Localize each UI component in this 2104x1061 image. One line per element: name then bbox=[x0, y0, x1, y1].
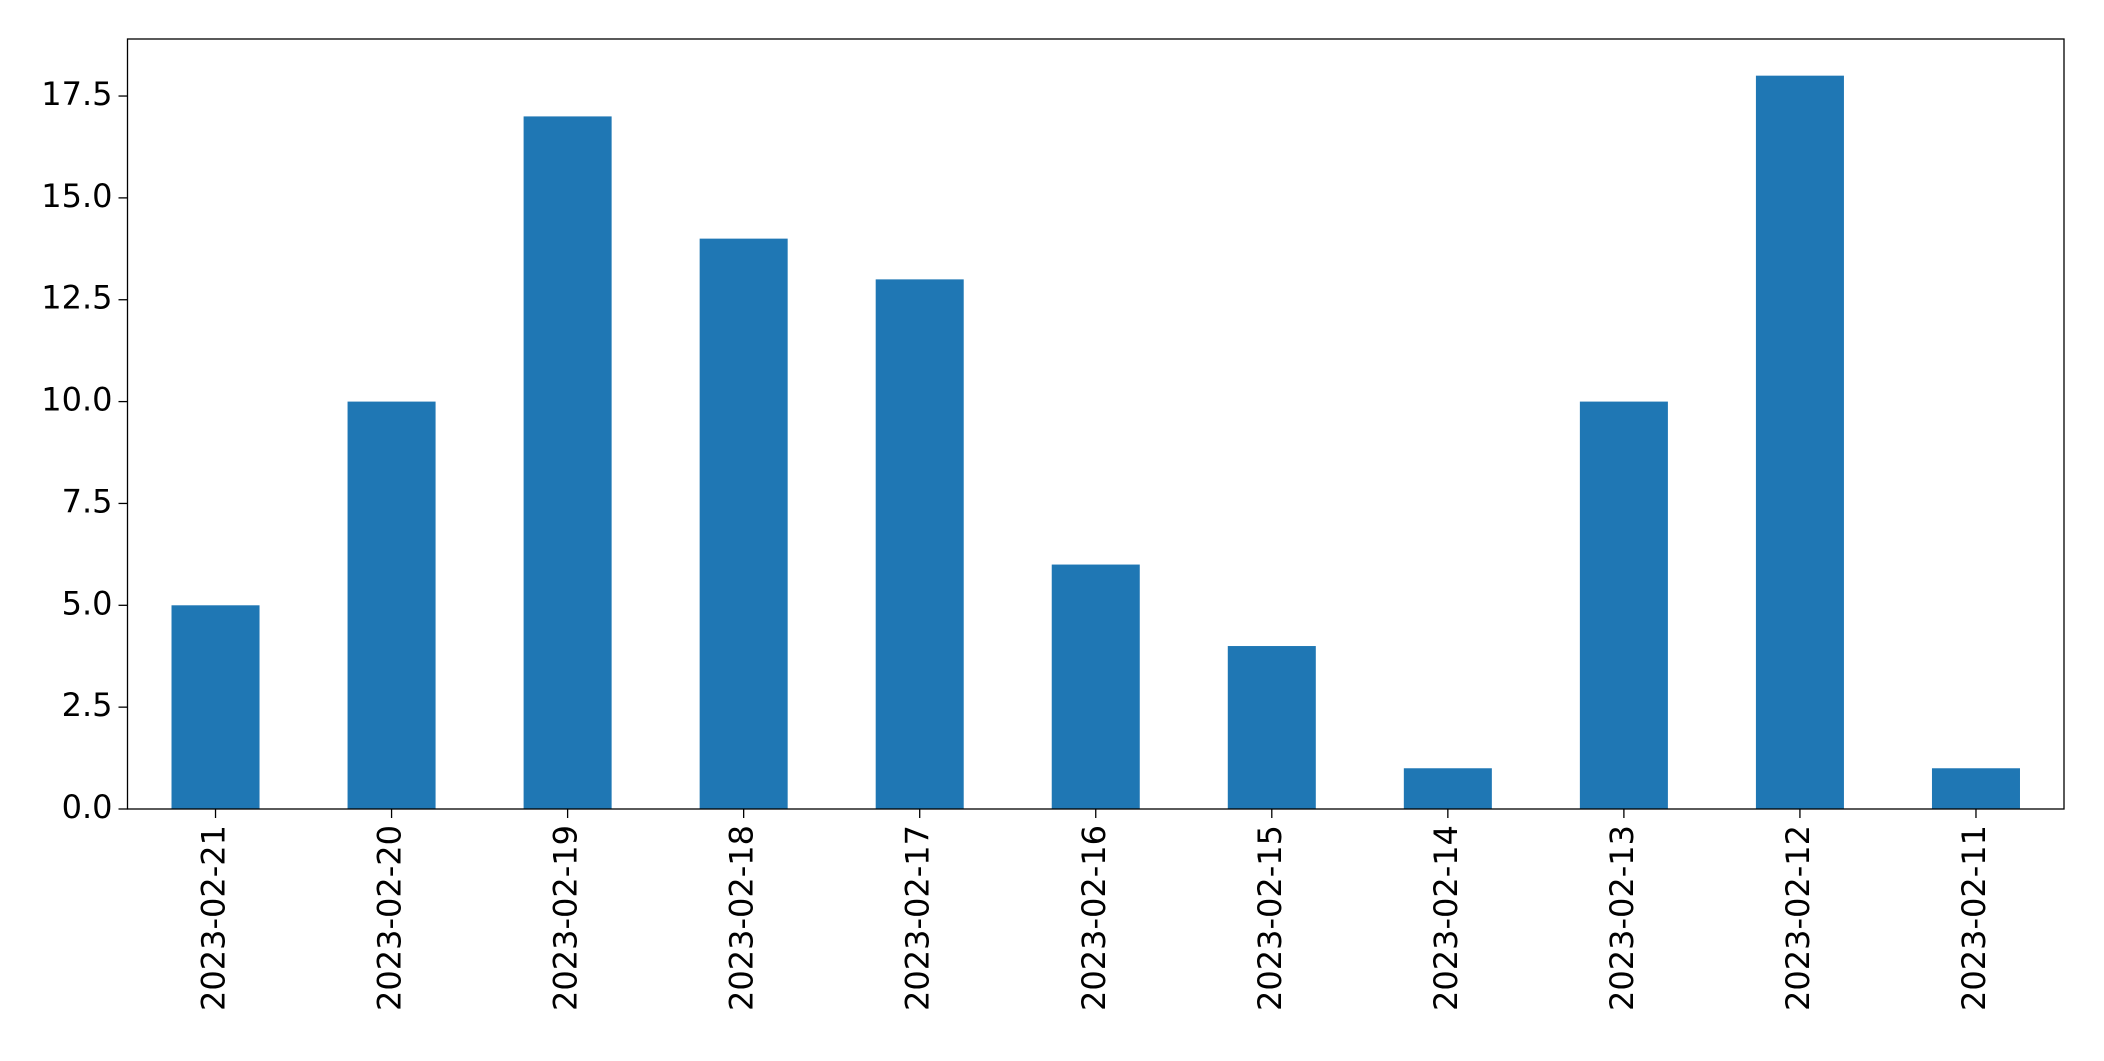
x-tick-label: 2023-02-14 bbox=[1427, 825, 1465, 1011]
x-tick-label: 2023-02-15 bbox=[1251, 825, 1289, 1011]
bar bbox=[1403, 768, 1492, 809]
y-tick-label: 7.5 bbox=[62, 482, 113, 520]
bar bbox=[1051, 564, 1140, 809]
x-tick-label: 2023-02-13 bbox=[1603, 825, 1641, 1011]
x-tick-label: 2023-02-20 bbox=[371, 825, 409, 1011]
bar bbox=[347, 401, 436, 809]
y-tick-label: 0.0 bbox=[62, 788, 113, 826]
bar bbox=[1579, 401, 1668, 809]
bar bbox=[1755, 75, 1844, 809]
bar bbox=[699, 238, 788, 809]
bar bbox=[171, 605, 260, 809]
x-tick-label: 2023-02-16 bbox=[1075, 825, 1113, 1011]
y-tick-label: 15.0 bbox=[41, 177, 112, 215]
bar bbox=[875, 279, 964, 809]
bar bbox=[523, 116, 612, 809]
bar bbox=[1227, 646, 1316, 809]
y-tick-label: 10.0 bbox=[41, 381, 112, 419]
y-tick-label: 17.5 bbox=[41, 75, 112, 113]
y-tick-label: 5.0 bbox=[62, 584, 113, 622]
x-tick-label: 2023-02-19 bbox=[547, 825, 585, 1011]
bar bbox=[1931, 768, 2020, 809]
x-tick-label: 2023-02-21 bbox=[195, 825, 233, 1011]
x-tick-label: 2023-02-18 bbox=[723, 825, 761, 1011]
y-tick-label: 12.5 bbox=[41, 279, 112, 317]
x-tick-label: 2023-02-11 bbox=[1955, 825, 1993, 1011]
x-tick-label: 2023-02-17 bbox=[899, 825, 937, 1011]
y-tick-label: 2.5 bbox=[62, 686, 113, 724]
x-tick-label: 2023-02-12 bbox=[1779, 825, 1817, 1011]
